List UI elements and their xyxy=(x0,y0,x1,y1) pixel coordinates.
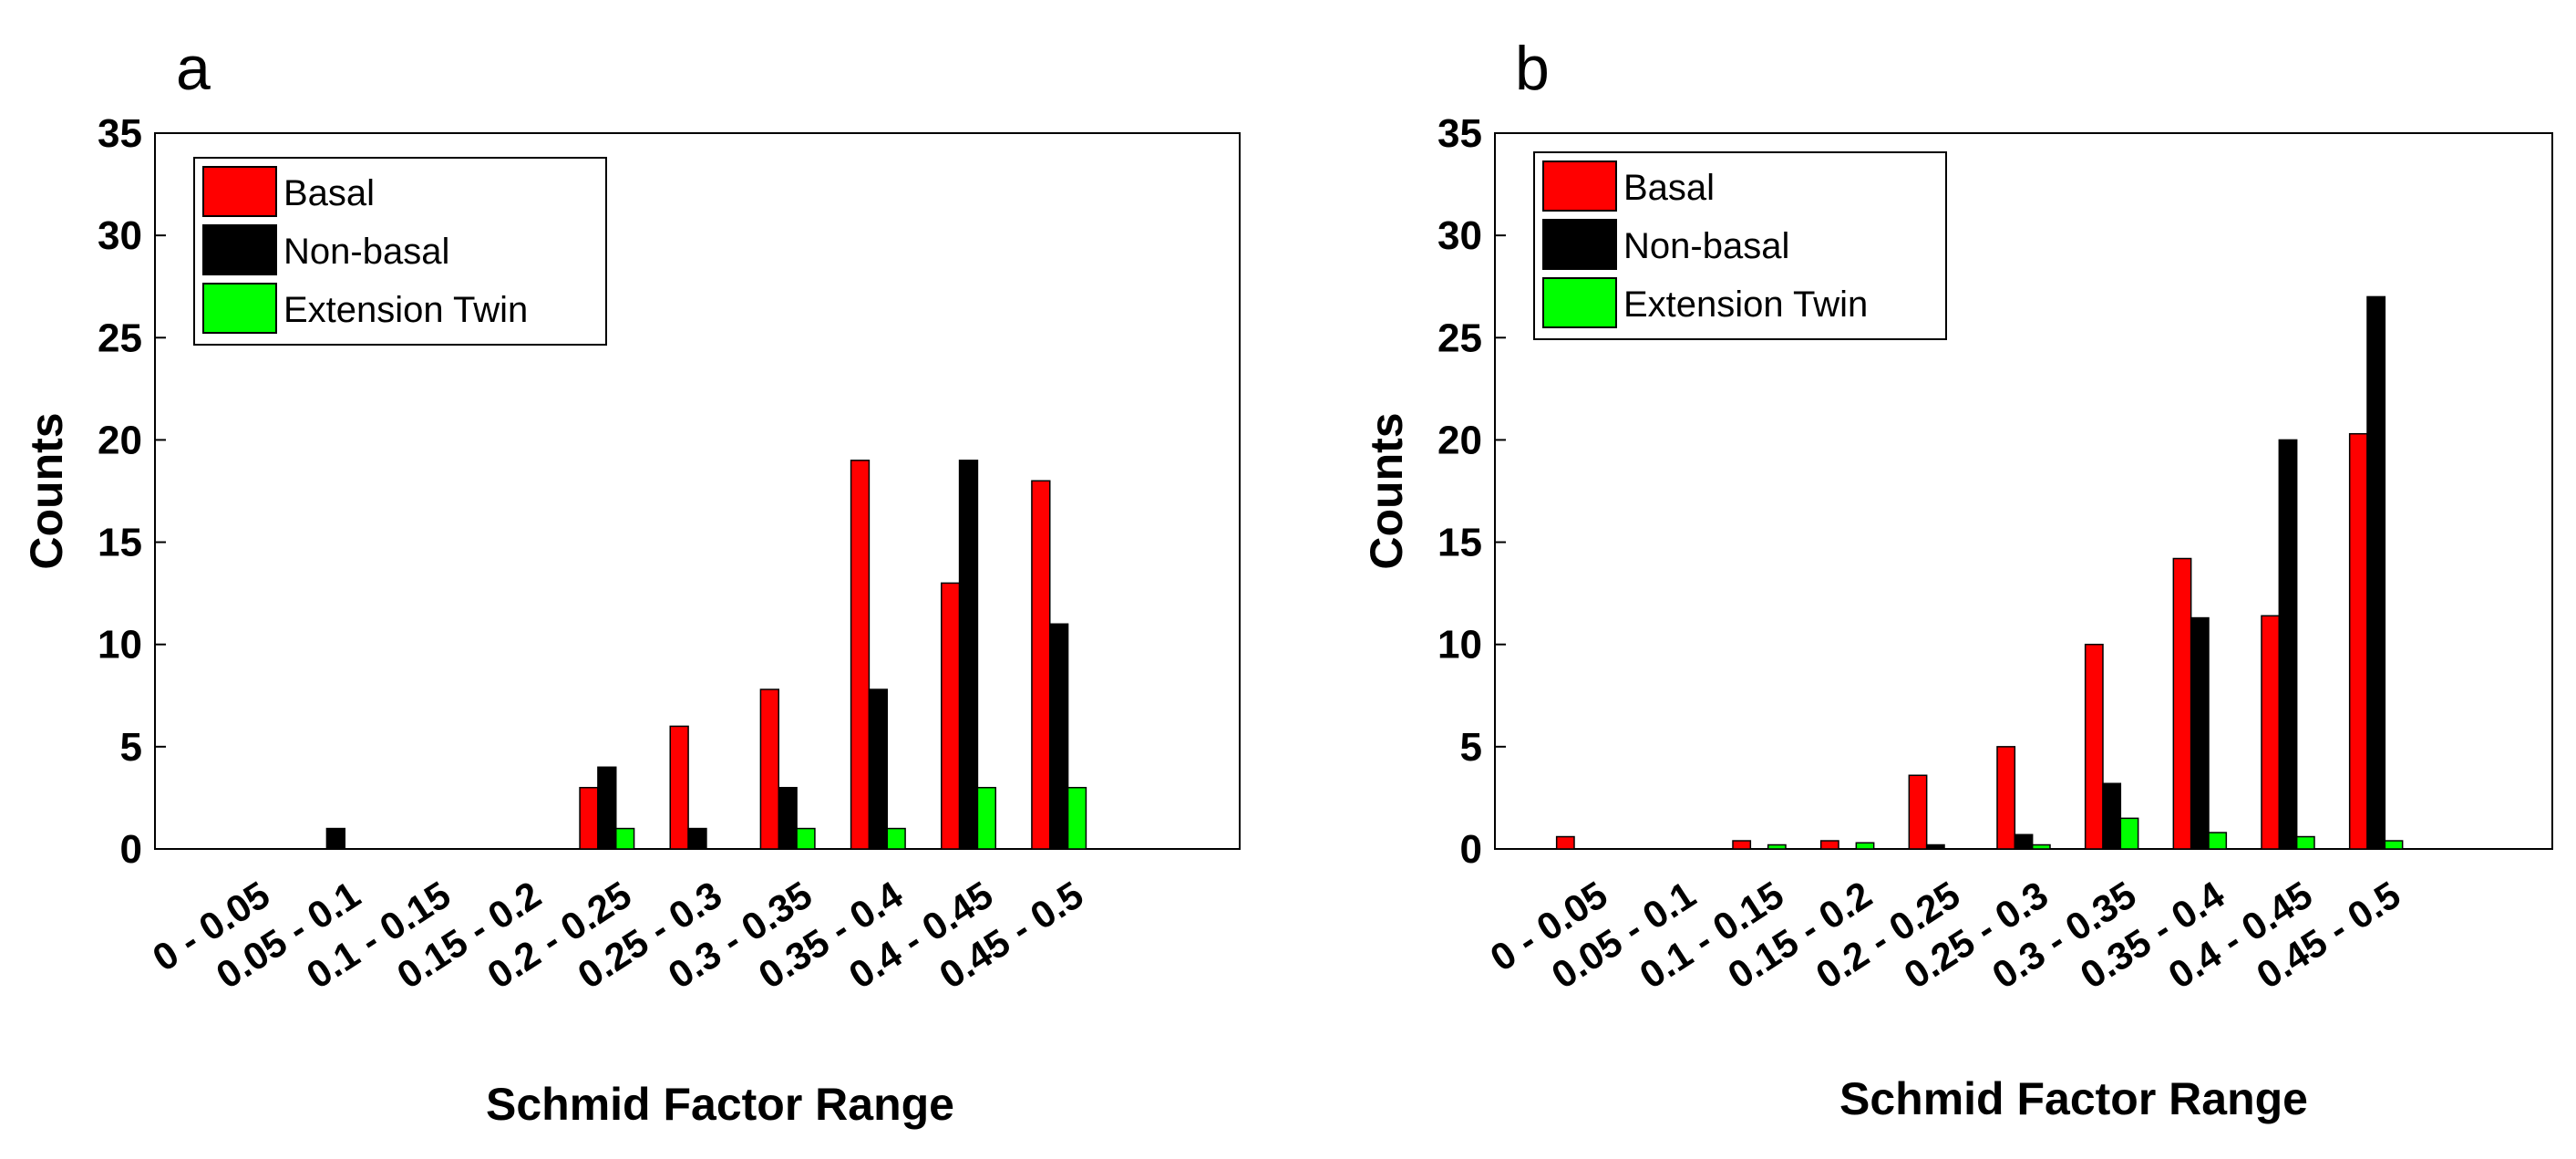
bar-extension-twin xyxy=(1767,843,1787,850)
bar-non-basal xyxy=(2278,439,2298,850)
y-axis-label: Counts xyxy=(21,412,72,569)
bar-extension-twin xyxy=(2295,835,2315,850)
legend-swatch xyxy=(1542,160,1617,212)
bar-basal xyxy=(2172,557,2192,850)
y-tick-label: 20 xyxy=(1437,418,1482,462)
bar-basal xyxy=(579,786,599,850)
x-axis-label: Schmid Factor Range xyxy=(1839,1073,2308,1124)
legend-swatch xyxy=(202,283,277,334)
y-tick-label: 5 xyxy=(1460,725,1482,770)
bar-non-basal xyxy=(597,766,617,850)
y-tick-label: 10 xyxy=(1437,623,1482,667)
legend-label: Basal xyxy=(283,173,375,213)
bar-non-basal xyxy=(1925,843,1945,850)
bar-basal xyxy=(850,460,871,850)
bar-extension-twin xyxy=(2119,817,2139,850)
y-tick-label: 15 xyxy=(1437,521,1482,565)
bar-basal xyxy=(669,725,689,850)
bar-non-basal xyxy=(2190,616,2210,850)
panel-label: b xyxy=(1515,34,1550,103)
legend-label: Non-basal xyxy=(1623,226,1789,266)
bar-basal xyxy=(759,688,780,850)
y-tick-label: 15 xyxy=(98,521,142,565)
legend-label: Basal xyxy=(1623,168,1715,208)
bar-basal xyxy=(2261,615,2281,850)
bar-basal xyxy=(1555,835,1575,850)
bar-basal xyxy=(1996,746,2016,850)
bar-basal xyxy=(1908,774,1928,850)
bar-extension-twin xyxy=(615,827,635,850)
bar-extension-twin xyxy=(796,827,816,850)
bar-basal xyxy=(1819,840,1839,850)
x-axis-label: Schmid Factor Range xyxy=(486,1079,954,1130)
bar-non-basal xyxy=(325,827,345,850)
panel-label: a xyxy=(176,34,211,103)
legend-label: Extension Twin xyxy=(1623,285,1868,325)
bar-non-basal xyxy=(868,688,889,850)
y-tick-label: 30 xyxy=(1437,213,1482,258)
bar-extension-twin xyxy=(2384,840,2404,850)
bar-extension-twin xyxy=(1066,786,1087,850)
y-tick-label: 10 xyxy=(98,623,142,667)
legend-swatch xyxy=(1542,219,1617,270)
bar-basal xyxy=(1031,480,1051,850)
bar-basal xyxy=(2348,432,2368,850)
bar-non-basal xyxy=(2366,295,2386,850)
y-tick-label: 0 xyxy=(1460,827,1482,872)
y-tick-label: 5 xyxy=(120,725,142,770)
bar-non-basal xyxy=(778,786,798,850)
legend-swatch xyxy=(202,224,277,275)
bar-extension-twin xyxy=(1855,842,1875,850)
legend-label: Non-basal xyxy=(283,232,449,272)
y-tick-label: 25 xyxy=(1437,316,1482,360)
y-tick-label: 35 xyxy=(98,111,142,156)
bar-basal xyxy=(1732,840,1752,850)
bar-non-basal xyxy=(958,460,979,850)
y-tick-label: 20 xyxy=(98,418,142,462)
y-tick-label: 35 xyxy=(1437,111,1482,156)
bar-extension-twin xyxy=(2031,843,2051,850)
bar-extension-twin xyxy=(976,786,996,850)
y-tick-label: 30 xyxy=(98,213,142,258)
bar-extension-twin xyxy=(886,827,906,850)
bar-non-basal xyxy=(1049,623,1069,850)
bar-non-basal xyxy=(2102,782,2122,850)
legend-swatch xyxy=(1542,277,1617,328)
legend-swatch xyxy=(202,166,277,217)
y-axis-label: Counts xyxy=(1361,412,1412,569)
bar-basal xyxy=(2084,643,2104,850)
y-tick-label: 0 xyxy=(120,827,142,872)
y-tick-label: 25 xyxy=(98,316,142,360)
bar-non-basal xyxy=(687,827,707,850)
legend-label: Extension Twin xyxy=(283,290,528,330)
bar-non-basal xyxy=(2014,833,2034,850)
bar-basal xyxy=(941,582,961,850)
bar-extension-twin xyxy=(2208,832,2228,850)
